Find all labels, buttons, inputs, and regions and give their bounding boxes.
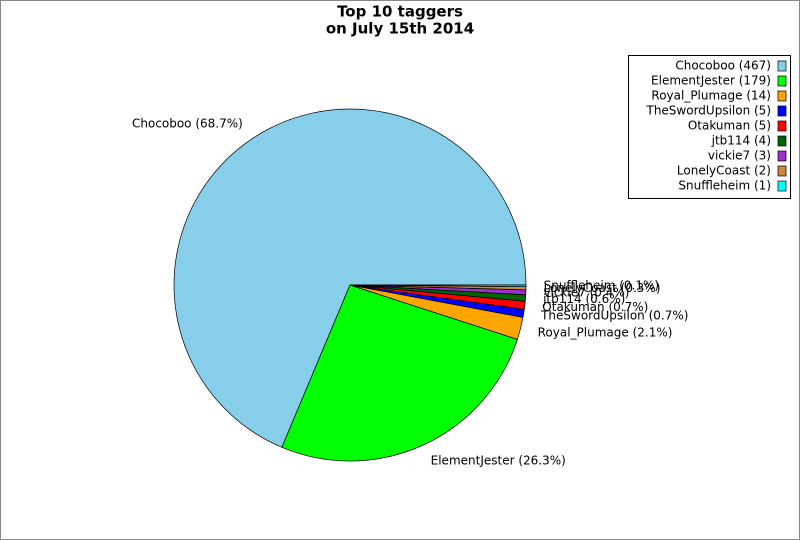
legend-swatch [777, 135, 787, 147]
slice-label: Snuffleheim (0.1%) [544, 278, 660, 292]
legend-label: Chocoboo (467) [675, 59, 771, 73]
pie-slice [349, 284, 527, 287]
legend-box [628, 55, 791, 199]
slice-label: Otakuman (0.7%) [542, 300, 648, 314]
legend-swatch [777, 180, 787, 192]
legend-label: jtb114 (4) [711, 134, 771, 148]
legend-swatch [777, 75, 787, 87]
legend-label: LonelyCoast (2) [677, 164, 771, 178]
legend-swatch [777, 90, 787, 102]
legend-label: ElementJester (179) [651, 74, 771, 88]
legend-label: Otakuman (5) [688, 119, 771, 133]
legend-label: Snuffleheim (1) [678, 179, 771, 193]
chart-title: on July 15th 2014 [326, 20, 474, 38]
legend-label: Royal_Plumage (14) [651, 89, 771, 103]
legend-swatch [777, 150, 787, 162]
legend-label: TheSwordUpsilon (5) [645, 104, 771, 118]
slice-label: vickie7 (0.4%) [543, 286, 629, 300]
slice-label: Royal_Plumage (2.1%) [538, 325, 673, 339]
slice-label: ElementJester (26.3%) [431, 454, 566, 468]
legend-swatch [777, 60, 787, 72]
chart-title: Top 10 taggers [337, 3, 463, 21]
slice-label: LonelyCoast (0.3%) [544, 281, 661, 295]
legend-swatch [777, 120, 787, 132]
pie-slice [281, 284, 518, 462]
slice-label: TheSwordUpsilon (0.7%) [540, 309, 688, 323]
slice-label: jtb114 (0.6%) [542, 292, 625, 306]
legend-label: vickie7 (3) [708, 149, 771, 163]
pie-slice [173, 108, 527, 448]
slice-label: Chocoboo (68.7%) [132, 116, 243, 130]
legend-swatch [777, 105, 787, 117]
legend-swatch [777, 165, 787, 177]
